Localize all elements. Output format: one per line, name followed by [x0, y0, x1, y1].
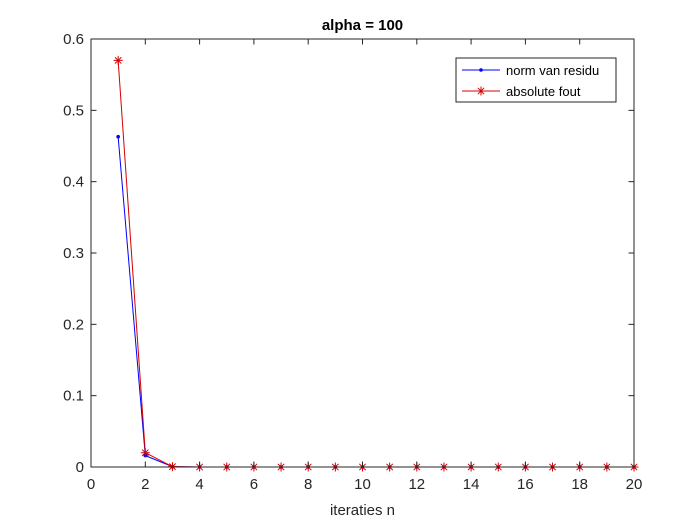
data-point — [116, 134, 120, 139]
x-tick-label: 14 — [463, 476, 480, 493]
x-tick-label: 20 — [626, 476, 643, 493]
data-point — [140, 448, 150, 458]
axes — [90, 38, 635, 468]
marker-stroke — [141, 449, 149, 457]
x-tick-label: 10 — [354, 476, 371, 493]
y-tick-label: 0.3 — [63, 245, 84, 262]
legend-marker — [479, 68, 483, 72]
x-tick-label: 8 — [304, 476, 312, 493]
x-tick-label: 6 — [250, 476, 258, 493]
plot-area — [91, 39, 634, 467]
legend: norm van residu absolute fout — [455, 57, 617, 103]
y-tick-label: 0.5 — [63, 102, 84, 119]
x-tick-label: 18 — [571, 476, 588, 493]
legend-label: norm van residu — [506, 63, 599, 78]
legend-box — [455, 57, 617, 103]
y-tick-label: 0.2 — [63, 316, 84, 333]
plot-background — [91, 39, 634, 467]
y-tick-label: 0.4 — [63, 174, 84, 191]
x-tick-label: 12 — [408, 476, 425, 493]
x-tick-label: 16 — [517, 476, 534, 493]
x-tick-label: 2 — [141, 476, 149, 493]
x-tick-label: 4 — [195, 476, 203, 493]
legend-marker — [476, 86, 486, 96]
x-axis-label: iteraties n — [330, 502, 395, 519]
y-tick-label: 0 — [76, 459, 84, 476]
chart-title: alpha = 100 — [322, 17, 403, 34]
data-point — [113, 55, 123, 65]
legend-entry-2: absolute fout — [462, 84, 581, 99]
marker-stroke — [477, 87, 485, 95]
y-tick-label: 0.1 — [63, 388, 84, 405]
legend-label: absolute fout — [506, 84, 581, 99]
x-tick-label: 0 — [87, 476, 95, 493]
tick-labels: 0 2 4 6 8 10 12 14 16 18 20 0 0.1 0.2 0.3 0.4 0.5 0.6 — [63, 31, 642, 493]
y-tick-label: 0.6 — [63, 31, 84, 48]
legend-entry-1: norm van residu — [462, 63, 599, 78]
marker-stroke — [114, 56, 122, 64]
